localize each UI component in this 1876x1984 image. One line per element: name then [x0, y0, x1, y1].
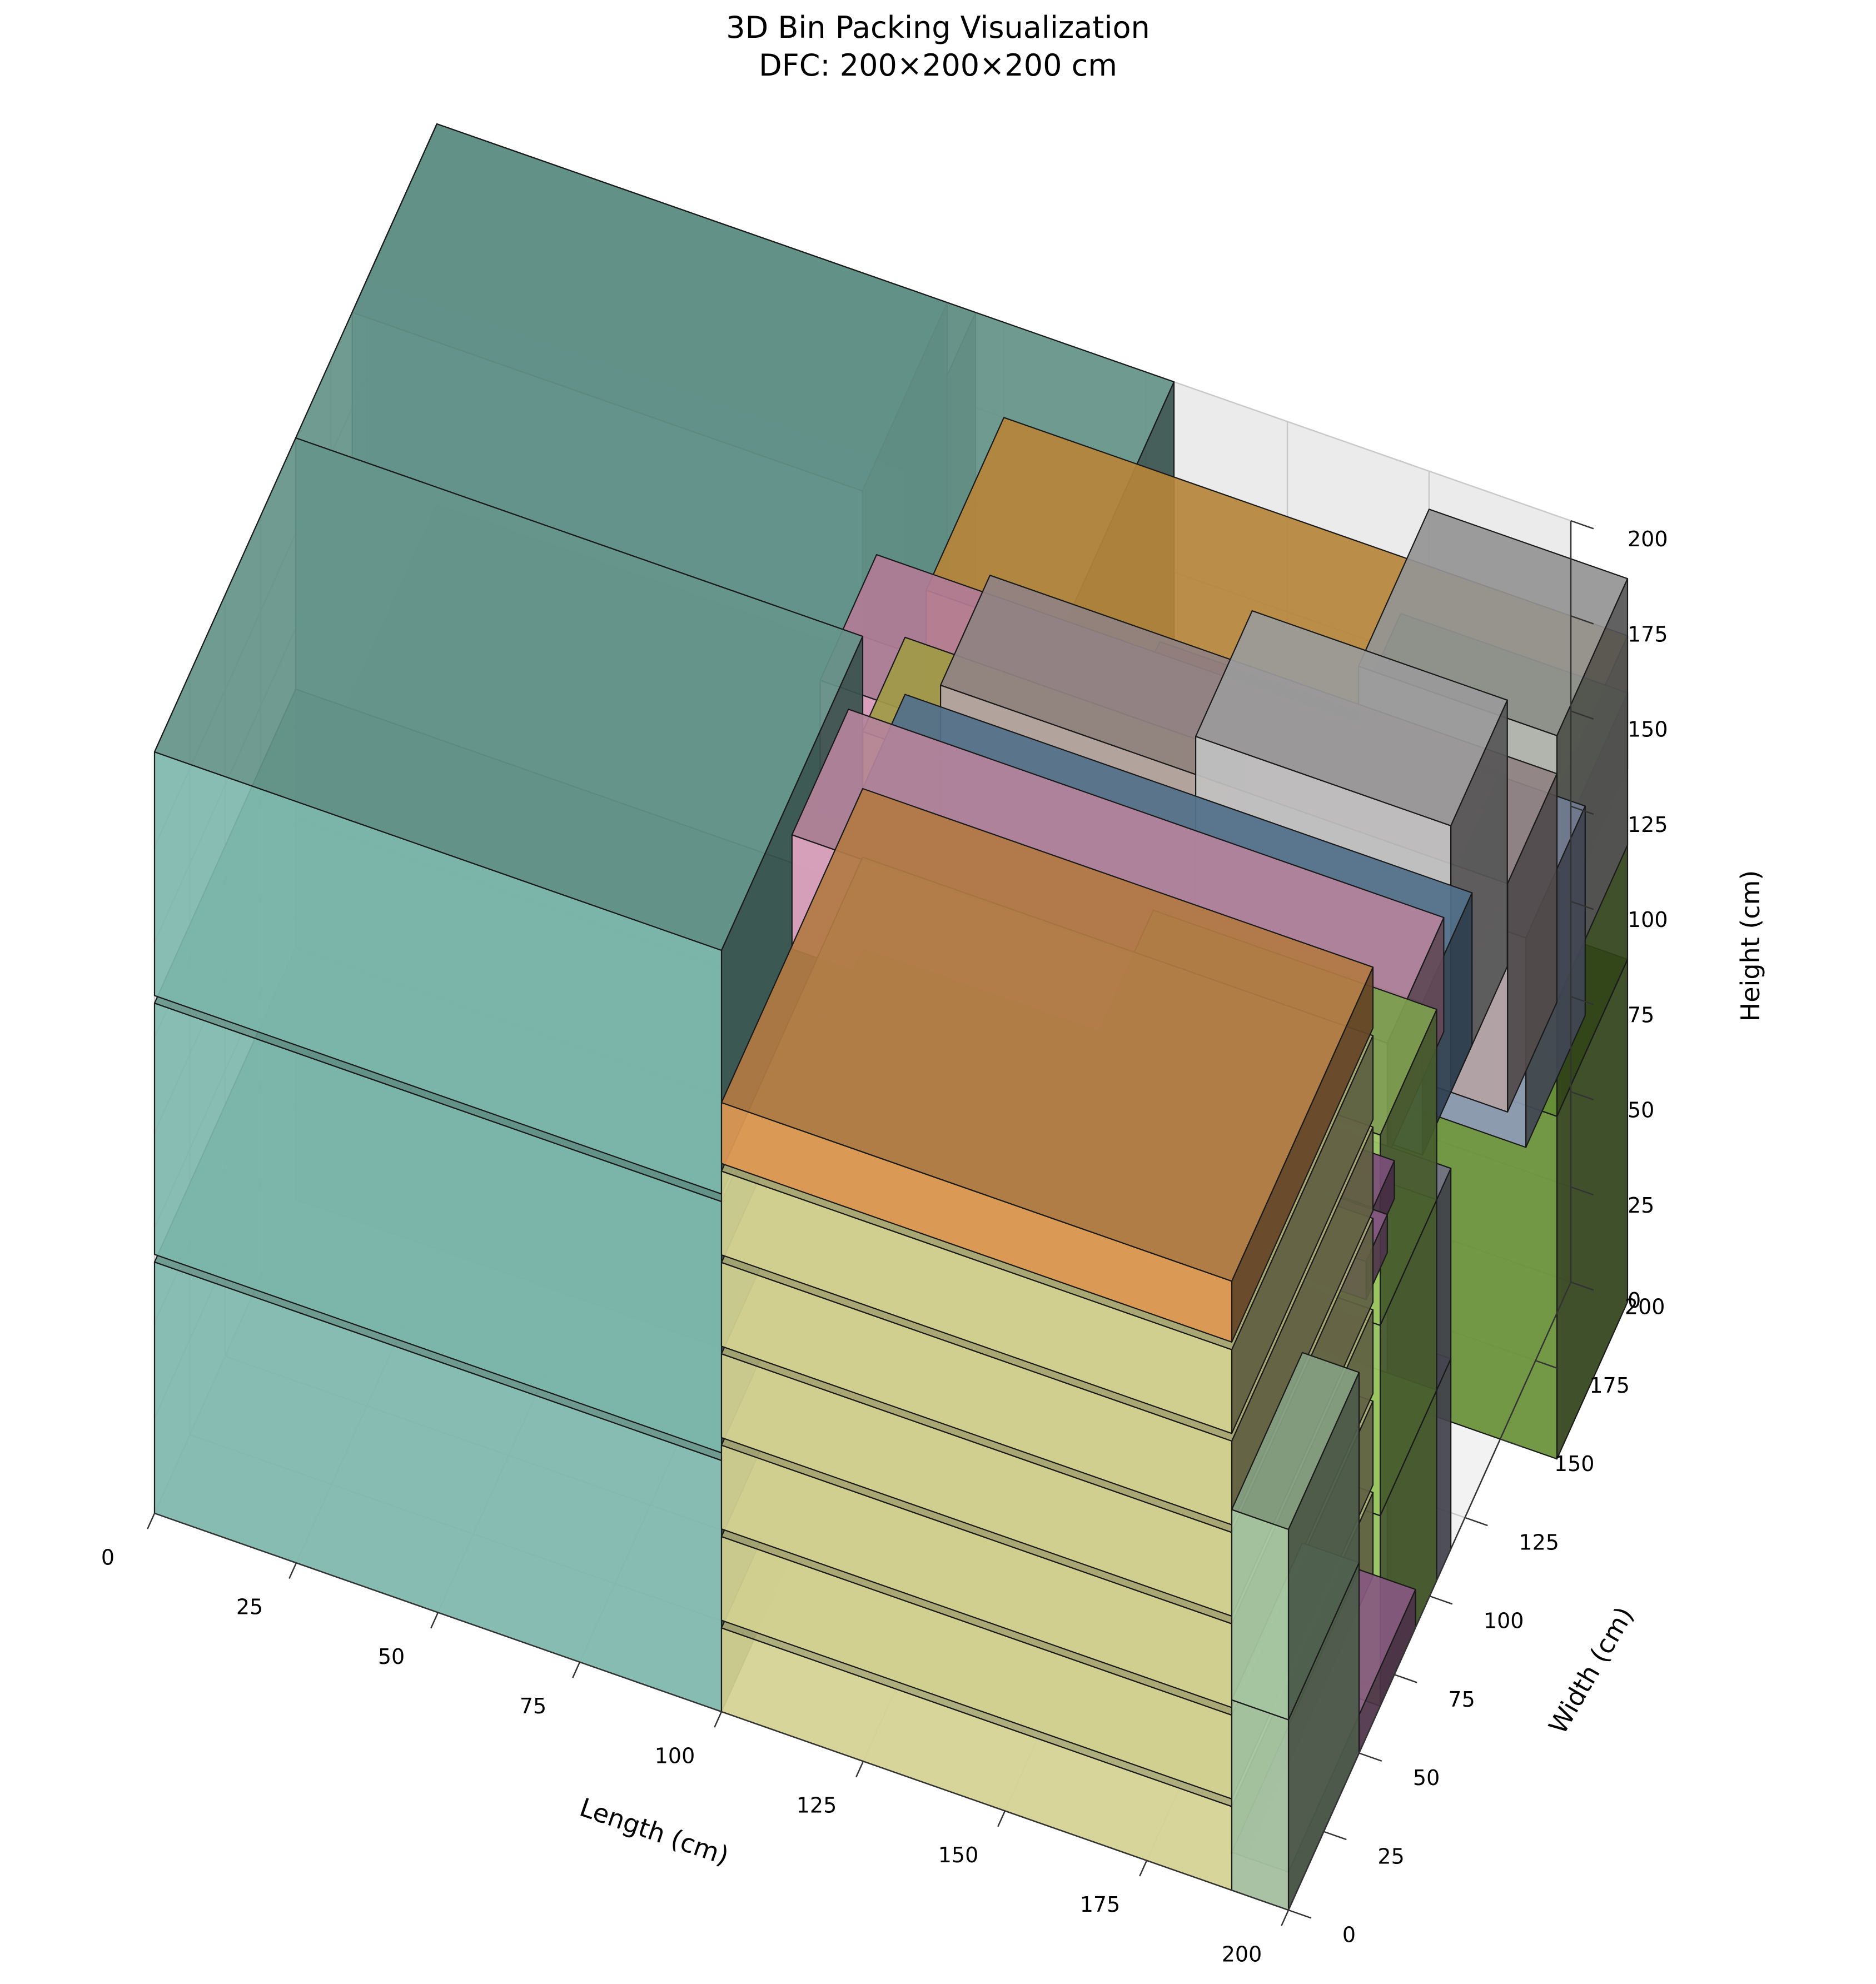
- length-tick: [288, 1562, 297, 1579]
- length-tick-label: 75: [520, 1694, 546, 1718]
- length-tick-label: 0: [101, 1545, 115, 1569]
- width-tick-label: 75: [1448, 1687, 1475, 1712]
- box-front-face: [1231, 1509, 1290, 1721]
- height-tick: [1570, 1281, 1594, 1291]
- width-tick: [1429, 1595, 1453, 1605]
- height-tick-label: 25: [1628, 1193, 1654, 1218]
- box-top-face: [153, 437, 864, 951]
- chart-title: 3D Bin Packing Visualization: [726, 10, 1150, 45]
- height-tick: [1570, 710, 1594, 720]
- length-tick-label: 175: [1080, 1892, 1121, 1917]
- length-tick: [1281, 1910, 1290, 1926]
- boxes-layer: [153, 123, 1629, 1911]
- height-tick: [1570, 996, 1594, 1005]
- length-tick-label: 200: [1222, 1942, 1262, 1966]
- length-tick: [147, 1513, 156, 1529]
- packed-box: [720, 787, 1374, 1343]
- length-tick: [714, 1711, 723, 1728]
- length-tick: [855, 1761, 864, 1778]
- box-top-face: [1231, 1352, 1360, 1531]
- width-tick: [1535, 1360, 1559, 1369]
- length-tick: [572, 1662, 581, 1678]
- width-tick: [1359, 1752, 1382, 1762]
- width-tick-label: 25: [1377, 1844, 1404, 1868]
- width-tick: [1500, 1438, 1524, 1448]
- box-top-face: [720, 787, 1374, 1282]
- width-tick-label: 0: [1342, 1923, 1356, 1947]
- length-tick: [430, 1612, 439, 1629]
- axes-layer: 0255075100125150175200025507510012515017…: [101, 520, 1765, 1966]
- width-tick: [1394, 1674, 1417, 1683]
- width-tick-label: 150: [1554, 1452, 1595, 1476]
- height-tick-label: 200: [1628, 527, 1668, 551]
- length-tick-label: 25: [236, 1595, 263, 1619]
- chart-subtitle: DFC: 200×200×200 cm: [759, 48, 1117, 83]
- width-tick-label: 200: [1625, 1295, 1665, 1319]
- height-tick-label: 0: [1628, 1288, 1641, 1313]
- height-tick-label: 125: [1628, 812, 1668, 837]
- length-tick-label: 50: [378, 1644, 405, 1669]
- length-tick: [1139, 1860, 1148, 1877]
- width-tick: [1323, 1831, 1347, 1841]
- packed-box: [1231, 1352, 1360, 1721]
- box-top-face: [1195, 610, 1508, 826]
- height-tick-label: 50: [1628, 1098, 1654, 1123]
- length-tick-label: 100: [655, 1743, 695, 1768]
- height-tick-label: 75: [1628, 1003, 1654, 1027]
- width-tick-label: 50: [1413, 1766, 1440, 1790]
- height-tick: [1570, 1091, 1594, 1100]
- height-tick: [1570, 1186, 1594, 1196]
- length-tick-label: 125: [797, 1793, 837, 1818]
- length-axis-label: Length (cm): [576, 1792, 733, 1871]
- height-tick: [1570, 900, 1594, 910]
- height-tick-label: 150: [1628, 717, 1668, 742]
- box-front-face: [1231, 1699, 1290, 1911]
- height-tick: [1570, 805, 1594, 815]
- width-tick-label: 175: [1589, 1373, 1630, 1398]
- width-axis-label: Width (cm): [1542, 1602, 1639, 1739]
- width-tick: [1465, 1517, 1488, 1527]
- length-tick-label: 150: [938, 1843, 979, 1867]
- height-tick: [1570, 520, 1594, 530]
- height-tick-label: 175: [1628, 622, 1668, 646]
- width-tick-label: 100: [1484, 1609, 1524, 1633]
- width-tick: [1288, 1909, 1312, 1919]
- width-tick-label: 125: [1519, 1530, 1559, 1554]
- height-axis-label: Height (cm): [1735, 870, 1765, 1022]
- length-tick: [997, 1810, 1006, 1827]
- height-tick: [1570, 615, 1594, 625]
- height-tick-label: 100: [1628, 908, 1668, 932]
